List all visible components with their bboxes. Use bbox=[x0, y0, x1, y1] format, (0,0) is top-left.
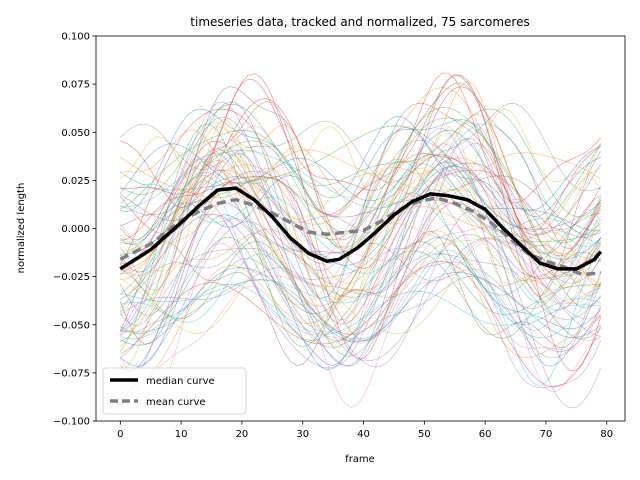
x-tick-label: 60 bbox=[479, 429, 492, 440]
x-tick-label: 20 bbox=[236, 429, 249, 440]
sarcomere-trace bbox=[120, 81, 601, 296]
x-tick-label: 10 bbox=[175, 429, 188, 440]
sarcomere-trace bbox=[120, 232, 601, 333]
y-tick-label: 0.000 bbox=[61, 224, 90, 235]
sarcomere-trace bbox=[120, 74, 601, 250]
sarcomere-trace bbox=[120, 213, 601, 366]
legend: median curve mean curve bbox=[102, 367, 247, 415]
sarcomere-trace bbox=[120, 170, 601, 295]
sarcomere-trace bbox=[120, 239, 601, 408]
y-axis: −0.100 −0.075 −0.050 −0.025 0.000 0.025 0.050 0… bbox=[53, 32, 96, 428]
y-axis-label: normalized length bbox=[16, 183, 27, 274]
x-tick-label: 70 bbox=[540, 429, 553, 440]
x-tick-label: 40 bbox=[357, 429, 370, 440]
sarcomere-trace bbox=[120, 73, 601, 232]
y-tick-label: −0.075 bbox=[53, 368, 90, 379]
sarcomere-trace bbox=[120, 205, 601, 384]
sarcomere-trace bbox=[120, 142, 601, 264]
sarcomere-trace bbox=[120, 122, 601, 291]
sarcomere-trace bbox=[120, 257, 601, 359]
sarcomere-trace bbox=[120, 241, 601, 342]
sarcomere-trace bbox=[120, 214, 601, 371]
y-tick-label: 0.050 bbox=[61, 128, 90, 139]
sarcomere-trace bbox=[120, 169, 601, 301]
x-tick-label: 0 bbox=[117, 429, 123, 440]
sarcomere-trace bbox=[120, 118, 601, 349]
median-curve-line bbox=[119, 186, 603, 271]
y-tick-label: −0.025 bbox=[53, 272, 90, 283]
sarcomere-trace bbox=[120, 236, 601, 341]
legend-label-mean: mean curve bbox=[146, 397, 206, 408]
legend-label-median: median curve bbox=[146, 376, 215, 387]
y-tick-label: 0.075 bbox=[61, 80, 90, 91]
sarcomere-trace bbox=[120, 102, 601, 270]
sarcomere-trace bbox=[120, 160, 601, 347]
sarcomere-trace bbox=[120, 226, 601, 387]
sarcomere-trace bbox=[120, 72, 601, 209]
x-tick-label: 30 bbox=[296, 429, 309, 440]
sarcomere-trace bbox=[120, 260, 601, 388]
x-axis-label: frame bbox=[345, 454, 375, 465]
sarcomere-trace bbox=[120, 164, 601, 313]
sarcomere-trace bbox=[120, 153, 601, 280]
chart-title: timeseries data, tracked and normalized,… bbox=[190, 15, 529, 29]
sarcomere-trace bbox=[120, 221, 601, 371]
x-tick-label: 80 bbox=[600, 429, 613, 440]
background-traces bbox=[120, 72, 601, 409]
y-tick-label: −0.050 bbox=[53, 320, 90, 331]
sarcomere-trace bbox=[120, 249, 601, 340]
sarcomere-trace bbox=[120, 121, 601, 371]
sarcomere-trace bbox=[120, 164, 601, 333]
sarcomere-trace bbox=[120, 163, 601, 255]
y-tick-label: 0.025 bbox=[61, 176, 90, 187]
sarcomere-trace bbox=[120, 129, 601, 212]
sarcomere-trace bbox=[120, 247, 601, 358]
sarcomere-trace bbox=[120, 143, 601, 277]
sarcomere-trace bbox=[120, 170, 601, 236]
sarcomere-trace bbox=[120, 108, 601, 325]
y-tick-label: −0.100 bbox=[53, 417, 90, 428]
sarcomere-trace bbox=[120, 101, 601, 299]
x-tick-label: 50 bbox=[418, 429, 431, 440]
sarcomere-trace bbox=[120, 117, 601, 276]
sarcomere-trace bbox=[120, 103, 601, 218]
series-layer bbox=[119, 186, 603, 277]
sarcomere-trace bbox=[120, 171, 601, 331]
sarcomere-trace bbox=[120, 108, 601, 206]
sarcomere-trace bbox=[120, 103, 601, 192]
y-tick-label: 0.100 bbox=[61, 32, 90, 43]
legend-box bbox=[102, 367, 247, 415]
sarcomere-trace bbox=[120, 108, 601, 218]
sarcomere-trace bbox=[120, 195, 601, 369]
sarcomere-trace bbox=[120, 201, 601, 342]
x-axis: 0 10 20 30 40 50 60 70 80 bbox=[117, 421, 613, 440]
